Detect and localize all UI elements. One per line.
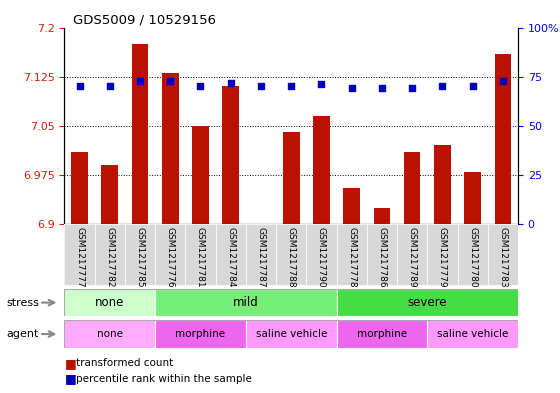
Text: saline vehicle: saline vehicle — [437, 329, 508, 339]
Bar — [101, 165, 118, 224]
Text: GSM1217789: GSM1217789 — [408, 227, 417, 288]
Point — [317, 81, 326, 88]
Text: GSM1217784: GSM1217784 — [226, 227, 235, 288]
Text: agent: agent — [7, 329, 39, 339]
Bar — [276, 224, 306, 285]
Bar — [337, 289, 518, 316]
Bar — [374, 208, 390, 224]
Text: none: none — [97, 329, 123, 339]
Text: GSM1217788: GSM1217788 — [287, 227, 296, 288]
Bar — [246, 224, 276, 285]
Bar — [162, 73, 179, 224]
Bar — [64, 289, 155, 316]
Bar — [434, 145, 451, 224]
Point — [438, 83, 447, 90]
Point — [377, 85, 386, 92]
Point — [468, 83, 477, 90]
Text: stress: stress — [7, 298, 40, 308]
Bar — [283, 132, 300, 224]
Bar — [343, 188, 360, 224]
Bar — [337, 224, 367, 285]
Point — [408, 85, 417, 92]
Bar — [427, 224, 458, 285]
Point — [347, 85, 356, 92]
Bar — [132, 44, 148, 224]
Bar — [494, 54, 511, 224]
Text: GSM1217787: GSM1217787 — [256, 227, 265, 288]
Bar — [313, 116, 330, 224]
Text: GSM1217785: GSM1217785 — [136, 227, 144, 288]
Bar — [185, 224, 216, 285]
Point — [498, 77, 507, 84]
Text: GSM1217782: GSM1217782 — [105, 227, 114, 288]
Point — [136, 77, 144, 84]
Text: GSM1217777: GSM1217777 — [75, 227, 84, 288]
Point — [256, 83, 265, 90]
Text: morphine: morphine — [357, 329, 407, 339]
Bar — [216, 224, 246, 285]
Bar — [155, 320, 246, 348]
Text: transformed count: transformed count — [76, 358, 173, 368]
Text: GSM1217778: GSM1217778 — [347, 227, 356, 288]
Bar — [337, 320, 427, 348]
Bar — [306, 224, 337, 285]
Text: mild: mild — [233, 296, 259, 309]
Text: percentile rank within the sample: percentile rank within the sample — [76, 374, 251, 384]
Bar — [397, 224, 427, 285]
Text: GSM1217780: GSM1217780 — [468, 227, 477, 288]
Text: GSM1217779: GSM1217779 — [438, 227, 447, 288]
Point — [287, 83, 296, 90]
Text: ■: ■ — [64, 372, 76, 386]
Text: GSM1217781: GSM1217781 — [196, 227, 205, 288]
Bar — [64, 320, 155, 348]
Text: saline vehicle: saline vehicle — [255, 329, 327, 339]
Text: ■: ■ — [64, 356, 76, 370]
Text: GSM1217790: GSM1217790 — [317, 227, 326, 288]
Text: GSM1217786: GSM1217786 — [377, 227, 386, 288]
Bar — [155, 224, 185, 285]
Bar — [458, 224, 488, 285]
Text: GDS5009 / 10529156: GDS5009 / 10529156 — [73, 14, 216, 27]
Bar — [367, 224, 397, 285]
Bar — [192, 126, 209, 224]
Bar — [488, 224, 518, 285]
Bar — [64, 224, 95, 285]
Point — [166, 77, 175, 84]
Point — [226, 79, 235, 86]
Bar — [222, 86, 239, 224]
Bar — [464, 172, 481, 224]
Text: GSM1217783: GSM1217783 — [498, 227, 507, 288]
Point — [196, 83, 205, 90]
Bar — [427, 320, 518, 348]
Text: GSM1217776: GSM1217776 — [166, 227, 175, 288]
Text: morphine: morphine — [175, 329, 226, 339]
Point — [105, 83, 114, 90]
Text: severe: severe — [408, 296, 447, 309]
Text: none: none — [95, 296, 124, 309]
Bar — [404, 152, 421, 224]
Point — [75, 83, 84, 90]
Bar — [155, 289, 337, 316]
Bar — [95, 224, 125, 285]
Bar — [71, 152, 88, 224]
Bar — [246, 320, 337, 348]
Bar — [125, 224, 155, 285]
